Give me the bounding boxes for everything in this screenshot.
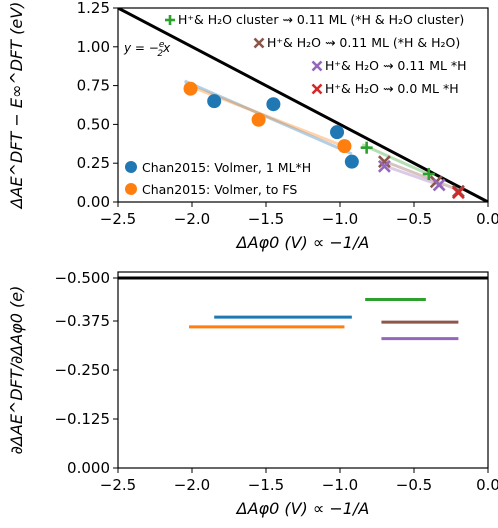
x-tick-label: −0.5 [396, 210, 432, 228]
legend-marker [253, 37, 265, 49]
data-point [330, 125, 345, 140]
y-tick-label: −0.250 [54, 361, 110, 379]
x-tick-label: −2.5 [100, 210, 136, 228]
y-tick-label: 0.50 [77, 115, 110, 133]
legend-bottom-left: Chan2015: Volmer, 1 ML*H Chan2015: Volme… [125, 160, 311, 197]
bottom-plot-frame [117, 271, 489, 469]
legend-label: H⁺& H₂O ⇝ 0.11 ML *H [325, 58, 467, 73]
data-point [183, 81, 198, 96]
data-point [432, 178, 446, 192]
x-tick-label: −1.5 [248, 476, 284, 494]
legend-label: H⁺& H₂O ⇝ 0.0 ML *H [325, 81, 459, 96]
x-tick-label: −1.0 [322, 476, 358, 494]
data-point [251, 112, 266, 127]
legend-marker [311, 83, 323, 95]
legend-marker [125, 161, 137, 173]
legend-top-right: H⁺& H₂O cluster ⇝ 0.11 ML (*H & H₂O clus… [165, 12, 467, 96]
y-tick-label: 0.00 [77, 193, 110, 211]
data-point [377, 159, 391, 173]
legend-entry: H⁺& H₂O ⇝ 0.0 ML *H [311, 81, 459, 96]
bottom-chart: −2.5 −2.0 −1.5 −1.0 −0.5 0.0 0.000 −0.125 −0.250… [7, 269, 498, 518]
y-tick-label: 0.000 [67, 459, 110, 477]
legend-label: Chan2015: Volmer, 1 ML*H [142, 160, 311, 175]
data-point [377, 155, 391, 169]
y-tick-label: 1.25 [77, 0, 110, 17]
legend-marker [125, 183, 137, 195]
legend-marker [311, 60, 323, 72]
legend-label: Chan2015: Volmer, to FS [142, 182, 297, 197]
bottom-y-axis-label: ∂ΔAE^DFT/∂ΔAφ0 (e) [7, 286, 26, 455]
x-tick-label: −1.0 [322, 210, 358, 228]
top-chart: −2.5 −2.0 −1.5 −1.0 −0.5 0.0 0.00 0.25 0.50 0.75 1… [7, 0, 498, 252]
y-tick-label: 0.75 [77, 77, 110, 95]
data-point [360, 141, 373, 154]
fit-line [380, 158, 462, 193]
x-tick-label: 0.0 [476, 476, 498, 494]
fit-line [184, 79, 353, 156]
y-tick-label: 0.25 [77, 154, 110, 172]
x-tick-label: −0.5 [396, 476, 432, 494]
legend-entry: H⁺& H₂O ⇝ 0.11 ML (*H & H₂O) [253, 35, 460, 50]
data-point [422, 168, 435, 181]
reference-line [118, 8, 488, 202]
y-tick-label: −0.375 [54, 312, 110, 330]
y-tick-label: 1.00 [77, 38, 110, 56]
x-tick-label: −2.0 [174, 210, 210, 228]
top-y-axis-label: ΔAE^DFT − E∞^DFT (eV) [7, 2, 26, 211]
legend-label: H⁺& H₂O ⇝ 0.11 ML (*H & H₂O) [267, 35, 460, 50]
reference-line-label: y = −e 2x [123, 40, 171, 59]
data-point [337, 139, 352, 154]
x-tick-label: −1.5 [248, 210, 284, 228]
data-point [451, 186, 465, 200]
data-point [344, 154, 359, 169]
fit-line [380, 163, 445, 188]
data-point [207, 94, 222, 109]
x-tick-label: −2.5 [100, 476, 136, 494]
fit-line [361, 143, 433, 177]
top-plot-frame [117, 7, 489, 203]
x-tick-label: −2.0 [174, 476, 210, 494]
legend-entry: Chan2015: Volmer, to FS [125, 182, 297, 197]
legend-entry: H⁺& H₂O cluster ⇝ 0.11 ML (*H & H₂O clus… [165, 12, 464, 27]
top-x-axis-label: ΔAφ0 (V) ∝ −1/A [235, 233, 370, 252]
x-tick-label: 0.0 [476, 210, 498, 228]
legend-entry: H⁺& H₂O ⇝ 0.11 ML *H [311, 58, 467, 73]
bottom-x-axis-label: ΔAφ0 (V) ∝ −1/A [235, 499, 370, 518]
y-tick-label: −0.125 [54, 410, 110, 428]
legend-entry: Chan2015: Volmer, 1 ML*H [125, 160, 311, 175]
legend-label: H⁺& H₂O cluster ⇝ 0.11 ML (*H & H₂O clus… [178, 12, 464, 27]
y-tick-label: −0.500 [54, 269, 110, 287]
data-point [266, 97, 281, 112]
legend-marker [165, 15, 175, 25]
